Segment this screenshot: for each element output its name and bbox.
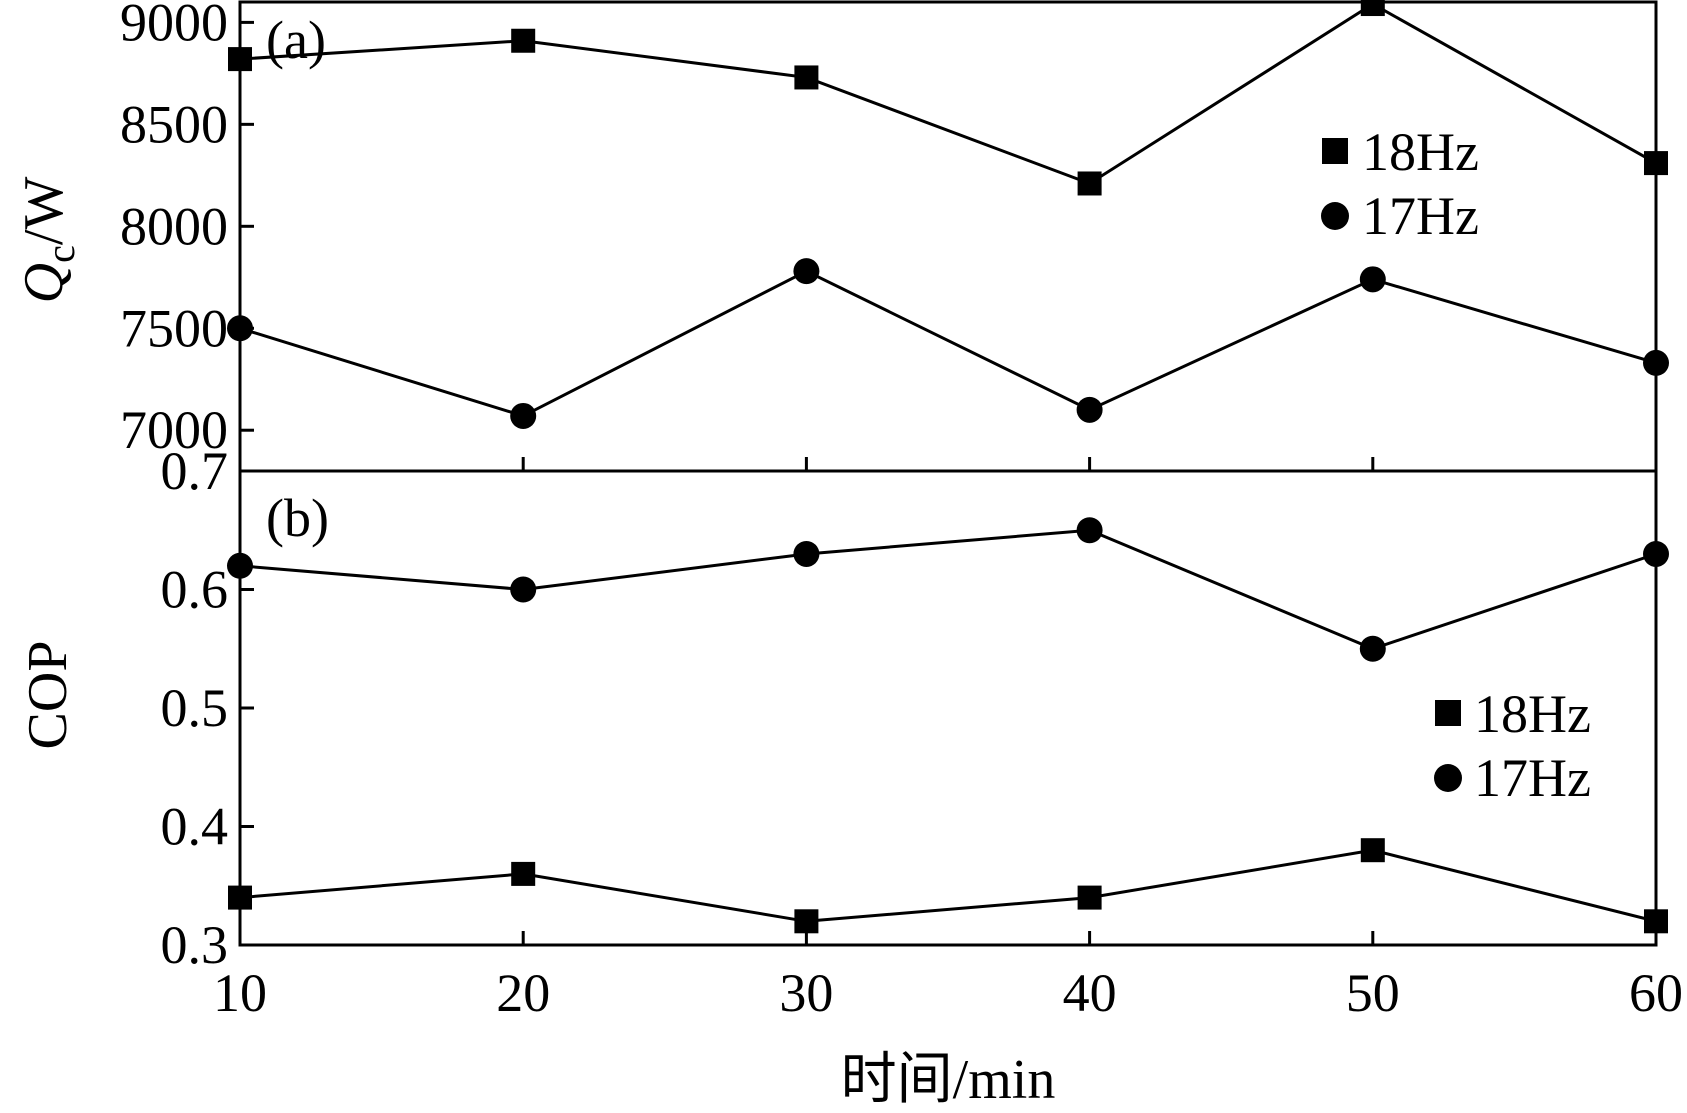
panel-b-legend: 18Hz 17Hz: [1434, 684, 1591, 808]
panel-a: (a) Qc/W 7000 7500 8000 8500 9000 18Hz 17Hz: [13, 0, 1669, 473]
y-title-unit: /W: [13, 177, 75, 246]
x-tick-label: 60: [1629, 963, 1683, 1023]
data-point-square: [228, 47, 252, 72]
series-line-18hz: [239, 848, 1657, 923]
data-point-square: [511, 861, 536, 886]
x-tick-label: 20: [496, 963, 550, 1023]
data-point-circle: [227, 315, 253, 342]
series-line-17hz: [239, 269, 1657, 418]
x-tick-label: 30: [779, 963, 833, 1023]
data-point-circle: [793, 258, 820, 285]
panel-b-y-axis-title: COP: [17, 641, 79, 750]
panel-b-x-ticks: 10 20 30 40 50 60: [213, 931, 1683, 1023]
panel-b-markers: [227, 517, 1669, 934]
panel-a-y-tick-label: 9000: [120, 0, 228, 52]
panel-a-y-tick-label: 8500: [120, 94, 228, 154]
data-point-circle: [510, 576, 537, 603]
data-point-circle: [1359, 266, 1386, 293]
x-tick-label: 40: [1063, 963, 1117, 1023]
legend-a-circle-marker: [1321, 202, 1349, 230]
legend-b-label-17hz: 17Hz: [1474, 748, 1591, 808]
data-point-circle: [1359, 635, 1386, 662]
panel-a-y-tick-label: 8000: [120, 196, 228, 256]
data-point-square: [511, 28, 536, 53]
series-line-18hz: [239, 2, 1657, 186]
y-title-subscript: c: [38, 245, 83, 263]
data-point-square: [1644, 151, 1668, 176]
panel-b-y-tick-label: 0.7: [161, 441, 229, 501]
panel-a-legend: 18Hz 17Hz: [1321, 122, 1479, 246]
legend-a-label-18hz: 18Hz: [1362, 122, 1479, 182]
data-point-square: [794, 909, 819, 934]
data-point-square: [1077, 171, 1102, 196]
data-point-square: [228, 885, 252, 910]
data-point-circle: [793, 540, 820, 567]
data-point-square: [1077, 885, 1102, 910]
panel-a-series-lines: [239, 2, 1657, 418]
x-axis-title: 时间/min: [841, 1049, 1056, 1111]
panel-b-y-ticks: 0.3 0.4 0.5 0.6 0.7: [161, 441, 254, 975]
panel-b-y-tick-label: 0.3: [161, 915, 229, 975]
y-title-symbol: Q: [13, 263, 75, 303]
panel-a-markers: [227, 0, 1669, 429]
panel-a-x-ticks: [238, 457, 1658, 471]
legend-a-label-17hz: 17Hz: [1362, 186, 1479, 246]
legend-b-circle-marker: [1434, 764, 1462, 792]
panel-b-series-lines: [239, 528, 1657, 923]
data-point-square: [1360, 0, 1385, 17]
data-point-circle: [1076, 396, 1103, 423]
panel-a-y-ticks: 7000 7500 8000 8500 9000: [120, 0, 254, 460]
legend-b-label-18hz: 18Hz: [1474, 684, 1591, 744]
data-point-square: [1360, 838, 1385, 863]
panel-a-tag: (a): [266, 10, 326, 70]
data-point-square: [1644, 909, 1668, 934]
data-point-circle: [1076, 517, 1103, 544]
legend-b-square-marker: [1435, 700, 1461, 726]
data-point-circle: [227, 552, 253, 579]
data-point-circle: [1643, 540, 1669, 567]
data-point-square: [794, 65, 819, 90]
panel-b: (b) COP 0.3 0.4 0.5 0.6 0.7 10 20 30 40 50 60 18H…: [17, 441, 1683, 1111]
panel-a-y-tick-label: 7500: [120, 298, 228, 358]
data-point-circle: [1643, 349, 1669, 376]
panel-b-y-tick-label: 0.4: [161, 797, 229, 857]
series-line-17hz: [239, 528, 1657, 651]
panel-b-y-tick-label: 0.5: [161, 678, 229, 738]
panel-b-tag: (b): [266, 488, 329, 548]
legend-a-square-marker: [1322, 138, 1348, 164]
x-tick-label: 50: [1346, 963, 1400, 1023]
panel-a-y-tick-label: 7000: [120, 400, 228, 460]
panel-b-y-tick-label: 0.6: [161, 560, 229, 620]
x-tick-label: 10: [213, 963, 267, 1023]
data-point-circle: [510, 402, 537, 429]
panel-a-y-axis-title: Qc/W: [13, 177, 83, 304]
